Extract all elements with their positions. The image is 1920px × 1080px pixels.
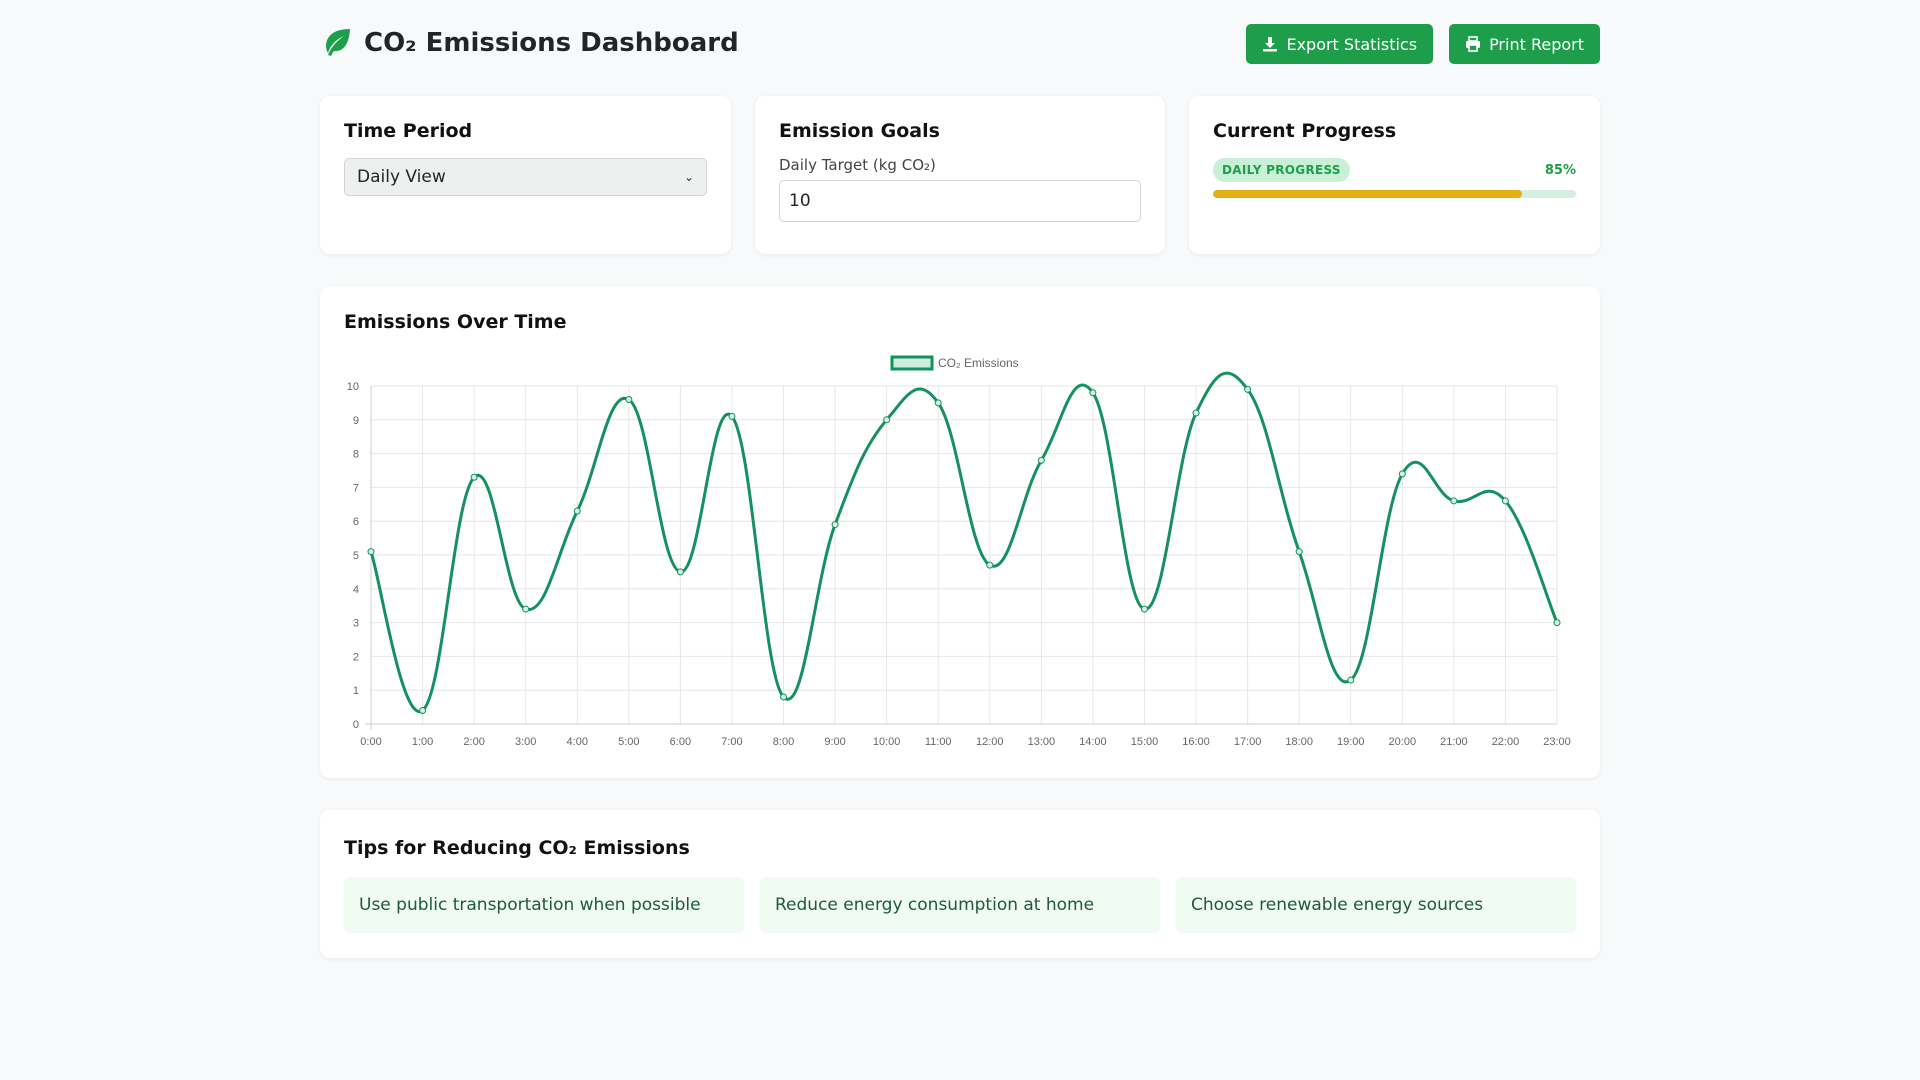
chart-title: Emissions Over Time [344, 311, 567, 333]
chevron-down-icon: ⌄ [683, 170, 694, 184]
emission-goals-title: Emission Goals [779, 120, 940, 142]
progress-badge: DAILY PROGRESS [1213, 158, 1350, 182]
y-tick-label: 1 [353, 685, 359, 697]
data-point [1140, 605, 1148, 613]
export-statistics-button[interactable]: Export Statistics [1246, 24, 1434, 64]
data-point [522, 605, 530, 613]
data-point [625, 396, 633, 404]
data-point [1398, 470, 1406, 478]
time-period-select[interactable]: Daily View ⌄ [344, 158, 707, 196]
data-point [1450, 497, 1458, 505]
x-tick-label: 16:00 [1182, 736, 1210, 748]
tips-title: Tips for Reducing CO₂ Emissions [344, 837, 690, 859]
current-progress-card: Current Progress DAILY PROGRESS 85% [1189, 96, 1600, 254]
data-point [934, 399, 942, 407]
progress-row: DAILY PROGRESS 85% [1213, 158, 1576, 182]
emission-goals-card: Emission Goals Daily Target (kg CO₂) 10 [755, 96, 1165, 254]
data-point [367, 548, 375, 556]
progress-percent: 85% [1544, 162, 1576, 178]
x-tick-label: 7:00 [721, 736, 742, 748]
x-tick-label: 14:00 [1079, 736, 1107, 748]
y-tick-label: 0 [353, 719, 359, 731]
x-tick-label: 21:00 [1440, 736, 1468, 748]
tip-item: Choose renewable energy sources [1176, 877, 1576, 933]
download-icon [1263, 37, 1278, 52]
time-period-title: Time Period [344, 120, 473, 142]
x-tick-label: 5:00 [618, 736, 639, 748]
legend-swatch [890, 355, 934, 371]
data-point [1244, 385, 1252, 393]
daily-target-value: 10 [789, 191, 811, 211]
tip-item: Use public transportation when possible [344, 877, 744, 933]
legend-label: CO₂ Emissions [938, 356, 1019, 370]
chart-card: Emissions Over Time 0 1 2 3 4 5 6 7 8 9 10 0:00 1:00… [320, 286, 1600, 778]
x-tick-label: 23:00 [1543, 736, 1571, 748]
x-tick-label: 13:00 [1028, 736, 1056, 748]
time-period-value: Daily View [357, 167, 446, 187]
page-title: CO₂ Emissions Dashboard [364, 28, 739, 58]
emissions-chart: 0 1 2 3 4 5 6 7 8 9 10 0:00 1:00 2:00 3:00 4:00 5:00 6:00… [347, 355, 1571, 748]
progress-bar-fill [1213, 190, 1522, 198]
data-point [1192, 409, 1200, 417]
data-point [883, 416, 891, 424]
progress-bar-track [1213, 190, 1576, 198]
series-line [369, 371, 1559, 713]
y-tick-label: 4 [353, 584, 359, 596]
data-point [728, 412, 736, 420]
x-tick-label: 17:00 [1234, 736, 1262, 748]
x-tick-label: 6:00 [670, 736, 691, 748]
x-tick-label: 15:00 [1131, 736, 1159, 748]
x-tick-label: 3:00 [515, 736, 536, 748]
data-point [1347, 676, 1355, 684]
x-tick-label: 8:00 [773, 736, 794, 748]
x-tick-label: 2:00 [463, 736, 484, 748]
data-point [1037, 456, 1045, 464]
title-wrap: CO₂ Emissions Dashboard [320, 26, 739, 60]
x-tick-label: 22:00 [1492, 736, 1520, 748]
data-point [1553, 619, 1561, 627]
header-buttons: Export Statistics Print Report [1246, 24, 1600, 64]
y-tick-label: 9 [353, 415, 359, 427]
current-progress-title: Current Progress [1213, 120, 1397, 142]
data-point [573, 507, 581, 515]
data-point [1295, 548, 1303, 556]
x-tick-label: 12:00 [976, 736, 1004, 748]
y-tick-label: 7 [353, 482, 359, 494]
x-tick-label: 1:00 [412, 736, 433, 748]
data-point [831, 521, 839, 529]
x-tick-label: 18:00 [1285, 736, 1313, 748]
data-point [470, 473, 478, 481]
daily-target-label: Daily Target (kg CO₂) [779, 156, 936, 174]
daily-target-input[interactable]: 10 [779, 180, 1141, 222]
y-tick-label: 10 [347, 381, 359, 393]
leaf-icon [326, 29, 350, 56]
y-tick-label: 6 [353, 516, 359, 528]
x-tick-label: 10:00 [873, 736, 901, 748]
controls-row: Time Period Daily View ⌄ Emission Goals … [320, 96, 1600, 254]
x-tick-label: 11:00 [925, 736, 952, 748]
x-tick-label: 0:00 [360, 736, 381, 748]
data-point [986, 561, 994, 569]
y-tick-label: 2 [353, 651, 359, 663]
x-tick-label: 20:00 [1389, 736, 1417, 748]
export-statistics-label: Export Statistics [1286, 34, 1418, 54]
print-report-button[interactable]: Print Report [1449, 24, 1600, 64]
y-tick-label: 3 [353, 618, 359, 630]
data-point [676, 568, 684, 576]
x-tick-label: 19:00 [1337, 736, 1365, 748]
data-point [1089, 389, 1097, 397]
y-tick-label: 8 [353, 449, 359, 461]
data-point [419, 706, 427, 714]
header: CO₂ Emissions Dashboard Export Statistic… [320, 0, 1600, 86]
data-point [1501, 497, 1509, 505]
tip-item: Reduce energy consumption at home [760, 877, 1160, 933]
x-tick-label: 4:00 [567, 736, 588, 748]
print-report-label: Print Report [1489, 34, 1584, 54]
print-icon [1466, 36, 1481, 52]
time-period-card: Time Period Daily View ⌄ [320, 96, 731, 254]
x-tick-label: 9:00 [824, 736, 845, 748]
y-tick-label: 5 [353, 550, 359, 562]
data-point [780, 693, 788, 701]
tips-card: Tips for Reducing CO₂ Emissions Use publ… [320, 810, 1600, 958]
